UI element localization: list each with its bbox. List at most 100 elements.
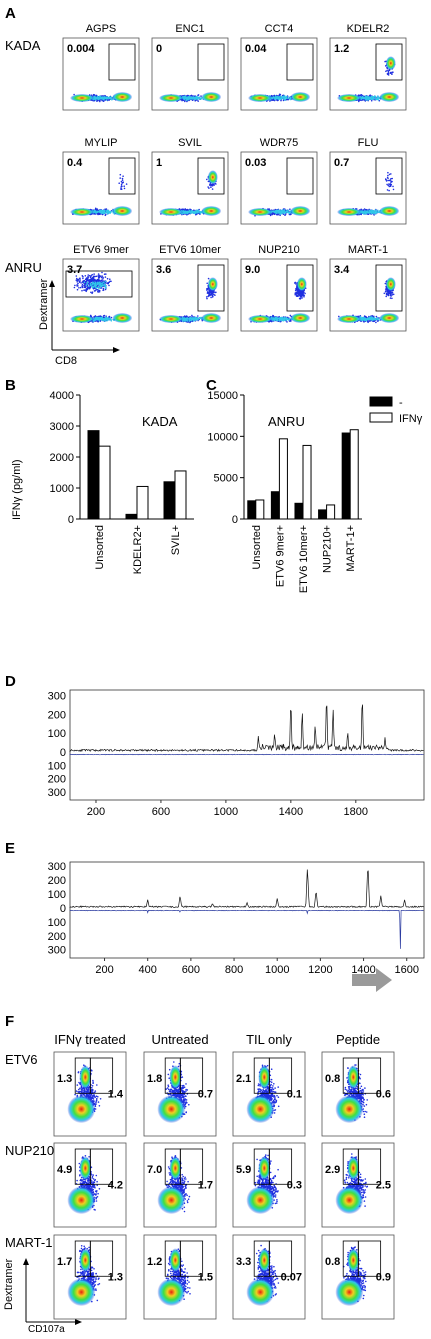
event-dot [94,319,96,321]
event-dot [280,211,283,214]
event-dot [101,283,104,285]
event-dot [88,280,91,282]
arrowhead-icon [113,347,120,353]
event-dot [99,95,101,98]
event-dot [105,273,107,275]
event-dot [100,276,103,279]
event-dot [364,95,367,97]
event-dot [78,287,80,289]
panel-f-label: F [5,1013,14,1030]
density-hotspot [290,92,311,102]
density-hotspot [379,92,400,102]
event-dot [186,320,188,322]
event-dot [284,317,287,320]
event-dot [210,184,212,187]
event-dot [273,318,276,321]
event-dot [118,182,120,184]
event-dot [278,211,281,213]
event-dot [213,293,215,296]
event-dot [276,97,279,99]
event-dot [108,319,110,321]
event-dot [99,284,102,286]
event-dot [385,180,388,182]
event-dot [104,214,107,217]
event-dot [287,318,290,321]
density-hotspot [290,313,311,323]
event-dot [102,277,104,280]
event-dot [84,285,86,288]
event-dot [85,279,88,281]
event-dot [91,291,94,294]
event-dot [373,214,375,216]
event-dot [282,96,284,98]
event-dot [83,281,86,284]
event-dot [386,189,389,191]
event-dot [365,98,368,101]
event-dot [198,97,200,99]
density-hotspot [112,92,133,102]
event-dot [103,211,106,214]
density-hotspot [70,208,94,216]
event-dot [103,97,105,99]
event-dot [377,209,379,212]
event-dot [197,315,199,317]
event-dot [106,319,108,322]
flow-plot-title: KDELR2 [347,23,390,35]
event-dot [211,188,214,190]
event-dot [108,284,110,287]
event-dot [82,277,84,280]
event-dot [191,318,193,321]
event-dot [278,95,281,98]
event-dot [109,278,111,281]
event-dot [181,99,183,102]
event-dot [99,318,102,321]
event-dot [102,100,105,102]
event-dot [81,285,83,287]
event-dot [81,283,84,286]
density-hotspot [385,56,396,71]
event-dot [98,281,101,284]
event-dot [106,277,109,280]
event-dot [186,96,189,99]
event-dot [94,99,97,101]
gate-percent: 0.4 [67,157,83,169]
event-dot [93,273,95,275]
event-dot [95,275,98,278]
event-dot [392,185,394,188]
event-dot [210,296,212,299]
density-hotspot [159,315,183,323]
event-dot [95,316,97,319]
density-hotspot [70,94,94,102]
panel-e-label: E [5,840,15,857]
event-dot [92,275,95,278]
event-dot [99,275,101,278]
event-dot [183,98,186,100]
event-dot [95,212,98,214]
event-dot [123,187,126,190]
event-dot [120,188,122,190]
event-dot [96,100,98,102]
event-dot [120,185,123,188]
event-dot [361,96,363,99]
panel-a-ylabel: Dextramer [38,278,50,330]
event-dot [272,210,275,213]
event-dot [104,320,107,322]
flow-plot-title: CCT4 [265,23,294,35]
event-dot [93,95,95,98]
event-dot [104,318,106,321]
event-dot [76,281,78,283]
event-dot [77,285,79,287]
event-dot [184,100,186,103]
panel-c-label: C [206,377,217,394]
event-dot [103,314,106,317]
event-dot [101,96,104,99]
event-dot [78,281,81,284]
density-hotspot [207,170,218,185]
event-dot [102,289,104,292]
event-dot [185,211,188,213]
event-dot [83,289,85,292]
event-dot [271,99,273,101]
